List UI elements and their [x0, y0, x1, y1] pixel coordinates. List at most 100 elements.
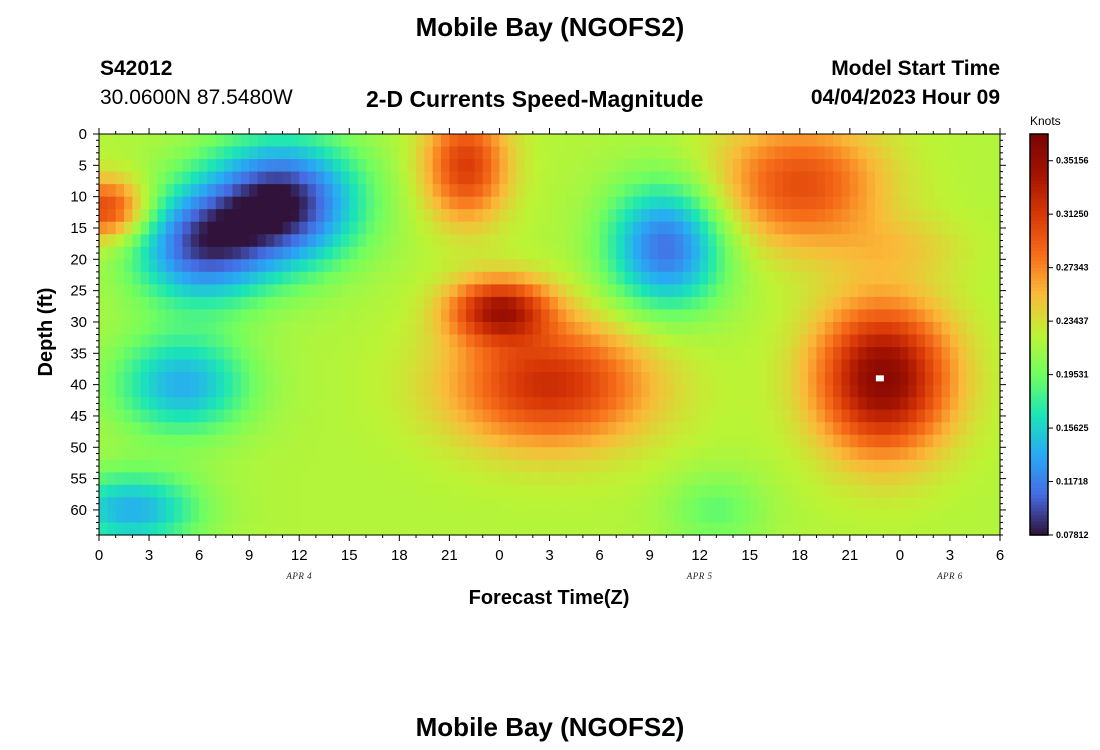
heatmap-cell	[482, 196, 492, 210]
heatmap-cell	[207, 196, 217, 210]
heatmap-cell	[224, 134, 234, 148]
heatmap-cell	[374, 146, 384, 160]
colorbar-swatch	[1030, 230, 1048, 235]
heatmap-cell	[274, 196, 284, 210]
heatmap-cell	[257, 472, 267, 486]
heatmap-cell	[332, 484, 342, 499]
heatmap-cell	[616, 309, 626, 323]
heatmap-cell	[924, 347, 934, 361]
heatmap-cell	[199, 472, 209, 486]
heatmap-cell	[649, 184, 659, 198]
heatmap-cell	[699, 259, 709, 273]
heatmap-cell	[124, 422, 133, 436]
heatmap-cell	[441, 221, 450, 235]
heatmap-cell	[891, 409, 901, 423]
heatmap-cell	[849, 284, 859, 298]
heatmap-cell	[916, 134, 926, 148]
heatmap-cell	[891, 259, 901, 273]
heatmap-cell	[699, 497, 709, 511]
heatmap-cell	[340, 259, 350, 273]
heatmap-cell	[741, 259, 751, 273]
heatmap-cell	[174, 184, 184, 198]
heatmap-cell	[199, 171, 209, 185]
heatmap-cell	[791, 296, 801, 311]
heatmap-cell	[299, 347, 309, 361]
heatmap-cell	[407, 434, 417, 448]
heatmap-cell	[808, 184, 818, 198]
heatmap-cell	[899, 221, 909, 235]
heatmap-cell	[891, 522, 901, 536]
heatmap-cell	[966, 459, 976, 473]
heatmap-cell	[933, 159, 943, 173]
heatmap-cell	[616, 422, 626, 436]
heatmap-cell	[983, 321, 993, 336]
heatmap-cell	[716, 422, 726, 436]
heatmap-cell	[933, 221, 943, 235]
colorbar-label: 0.31250	[1056, 209, 1089, 219]
heatmap-cell	[791, 384, 801, 398]
heatmap-cell	[299, 284, 309, 298]
heatmap-cell	[649, 384, 659, 398]
heatmap-cell	[791, 321, 801, 336]
heatmap-cell	[891, 509, 901, 524]
heatmap-cell	[507, 372, 517, 386]
heatmap-cell	[424, 334, 434, 348]
heatmap-cell	[165, 497, 175, 511]
heatmap-cell	[357, 484, 367, 499]
heatmap-cell	[240, 384, 250, 398]
heatmap-cell	[941, 234, 951, 248]
heatmap-cell	[249, 271, 259, 285]
heatmap-cell	[883, 184, 893, 198]
heatmap-cell	[682, 434, 692, 448]
heatmap-cell	[724, 309, 734, 323]
heatmap-cell	[157, 296, 167, 311]
heatmap-cell	[165, 184, 175, 198]
heatmap-cell	[124, 196, 133, 210]
heatmap-cell	[374, 259, 384, 273]
heatmap-cell	[432, 209, 442, 223]
heatmap-cell	[549, 309, 559, 323]
heatmap-cell	[265, 171, 275, 185]
heatmap-cell	[691, 497, 701, 511]
heatmap-cell	[616, 347, 626, 361]
heatmap-cell	[808, 359, 818, 373]
heatmap-cell	[899, 434, 909, 448]
heatmap-cell	[749, 284, 759, 298]
heatmap-cell	[432, 234, 442, 248]
heatmap-cell	[566, 384, 576, 398]
heatmap-cell	[699, 209, 709, 223]
heatmap-cell	[224, 422, 234, 436]
heatmap-cell	[466, 459, 476, 473]
heatmap-cell	[883, 384, 893, 398]
heatmap-cell	[115, 134, 125, 148]
heatmap-cell	[899, 159, 909, 173]
heatmap-cell	[382, 447, 392, 461]
heatmap-cell	[357, 221, 367, 235]
heatmap-cell	[916, 196, 926, 210]
heatmap-cell	[933, 372, 943, 386]
heatmap-cell	[132, 246, 142, 260]
heatmap-cell	[349, 397, 359, 411]
heatmap-cell	[799, 434, 809, 448]
heatmap-cell	[674, 447, 684, 461]
heatmap-cell	[299, 296, 309, 311]
heatmap-cell	[224, 334, 234, 348]
heatmap-cell	[224, 196, 234, 210]
heatmap-cell	[874, 447, 884, 461]
heatmap-cell	[924, 447, 934, 461]
heatmap-cell	[257, 246, 267, 260]
heatmap-cell	[432, 359, 442, 373]
heatmap-cell	[157, 159, 167, 173]
heatmap-cell	[357, 309, 367, 323]
heatmap-cell	[115, 246, 125, 260]
heatmap-cell	[749, 271, 759, 285]
heatmap-cell	[407, 171, 417, 185]
heatmap-cell	[741, 359, 751, 373]
heatmap-cell	[182, 184, 192, 198]
heatmap-cell	[649, 321, 659, 336]
heatmap-cell	[841, 234, 851, 248]
heatmap-cell	[849, 259, 859, 273]
heatmap-cell	[549, 134, 559, 148]
heatmap-cell	[858, 134, 868, 148]
heatmap-cell	[758, 459, 767, 473]
